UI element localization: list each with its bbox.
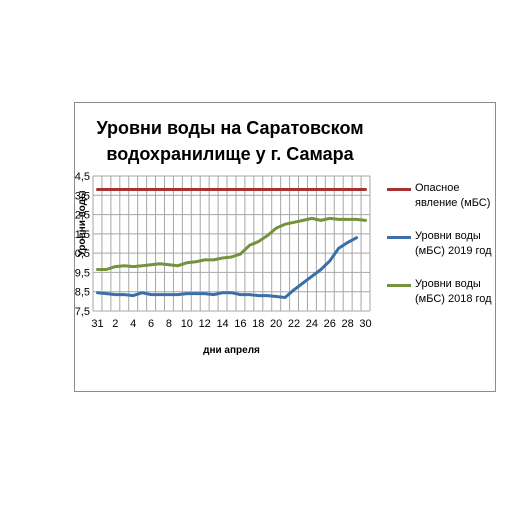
- legend-label-2018: Уровни воды (мБС) 2018 год: [415, 278, 492, 305]
- x-tick-label: 22: [288, 318, 300, 330]
- x-tick-label: 24: [306, 318, 318, 330]
- x-axis-title: дни апреля: [203, 345, 260, 356]
- x-tick-label: 20: [270, 318, 282, 330]
- x-tick-label: 2: [112, 318, 118, 330]
- series-line-2018: [96, 216, 367, 271]
- legend-label-danger: Опасное явление (мБС): [415, 182, 491, 209]
- y-tick-label: 30,5: [75, 248, 90, 260]
- y-tick-label: 28,5: [75, 287, 90, 299]
- x-tick-label: 16: [234, 318, 246, 330]
- series-line-2019: [96, 236, 359, 299]
- chart-title: Уровни воды на Саратовском водохранилище…: [96, 118, 364, 164]
- y-tick-label: 34,5: [75, 171, 90, 183]
- x-tick-label: 10: [181, 318, 193, 330]
- y-tick-label: 32,5: [75, 210, 90, 222]
- line-chart: 27,528,529,530,531,532,533,534,531246810…: [75, 171, 372, 356]
- y-tick-label: 27,5: [75, 306, 90, 318]
- x-tick-label: 18: [252, 318, 264, 330]
- y-tick-label: 29,5: [75, 267, 90, 279]
- legend-swatch-2018: [387, 284, 411, 287]
- legend-swatch-danger: [387, 188, 411, 191]
- x-tick-label: 12: [199, 318, 211, 330]
- x-tick-label: 30: [359, 318, 371, 330]
- legend-label-2019: Уровни воды (мБС) 2019 год: [415, 230, 492, 257]
- x-tick-label: 28: [342, 318, 354, 330]
- chart-frame: 27,528,529,530,531,532,533,534,531246810…: [74, 102, 496, 392]
- x-tick-label: 6: [148, 318, 154, 330]
- x-tick-label: 31: [91, 318, 103, 330]
- x-tick-label: 8: [166, 318, 172, 330]
- y-tick-label: 31,5: [75, 229, 90, 241]
- y-tick-label: 33,5: [75, 190, 90, 202]
- legend-swatch-2019: [387, 236, 411, 239]
- x-tick-label: 26: [324, 318, 336, 330]
- y-axis-title: Уровни воды: [77, 190, 88, 256]
- x-tick-label: 4: [130, 318, 136, 330]
- x-tick-label: 14: [216, 318, 228, 330]
